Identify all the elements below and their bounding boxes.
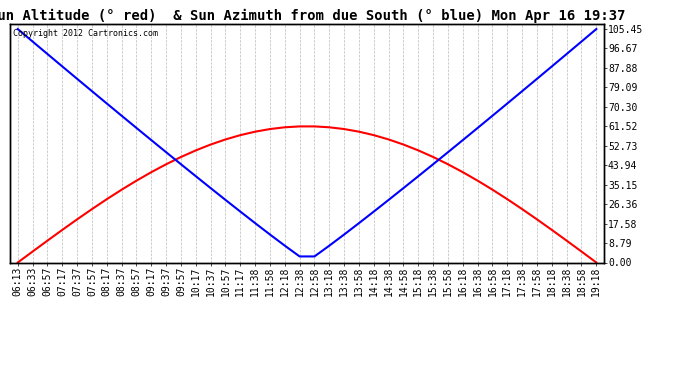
- Text: Copyright 2012 Cartronics.com: Copyright 2012 Cartronics.com: [13, 29, 158, 38]
- Title: Sun Altitude (° red)  & Sun Azimuth from due South (° blue) Mon Apr 16 19:37: Sun Altitude (° red) & Sun Azimuth from …: [0, 9, 625, 23]
